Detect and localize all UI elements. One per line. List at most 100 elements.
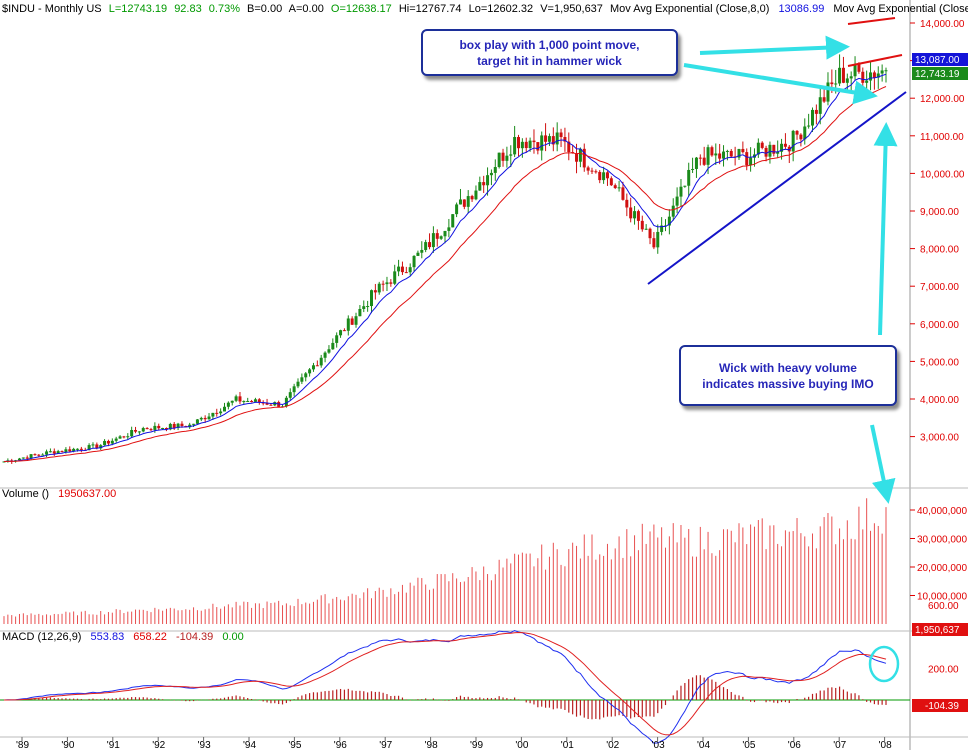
candle-body — [172, 423, 176, 428]
candle-body — [265, 403, 269, 405]
candle-body — [636, 211, 640, 221]
candle-body — [648, 228, 652, 239]
candle-body — [737, 148, 741, 158]
candle-body — [33, 454, 37, 456]
candle-body — [230, 400, 234, 403]
candle-body — [424, 242, 428, 250]
volume-axis: 40,000,000 30,000,000 20,000,000 10,000,000 — [910, 506, 967, 603]
box-play-line-1: box play with 1,000 point move, — [459, 38, 640, 52]
candle-body — [37, 454, 41, 456]
candle-body — [400, 266, 404, 273]
price-tick-label: 8,000.00 — [920, 245, 959, 256]
candle-body — [315, 365, 319, 367]
low-value: Lo=12602.32 — [469, 3, 534, 15]
candle-body — [486, 175, 490, 186]
candle-body — [884, 70, 888, 72]
candle-body — [795, 130, 799, 135]
volume-panel-label: Volume () — [2, 488, 49, 500]
macd-cross-circle — [868, 645, 900, 683]
last-price: L=12743.19 — [109, 3, 167, 15]
year-tick-label: '01 — [561, 740, 574, 750]
candle-body — [493, 166, 497, 173]
candle-body — [590, 170, 594, 172]
candle-body — [373, 290, 377, 293]
candle-body — [284, 397, 288, 407]
candle-body — [811, 109, 814, 126]
macd-line — [3, 630, 887, 744]
signal-value: 658.22 — [133, 631, 167, 643]
candle-body — [613, 185, 617, 189]
candle-body — [122, 436, 126, 438]
candle-body — [458, 199, 462, 205]
candle-body — [296, 381, 300, 387]
time-axis: '89 '90 '91 '92 '93 '94 '95 '96 '97 '98 '99 '00 '01 '… — [16, 737, 892, 750]
year-tick-label: '08 — [879, 740, 892, 750]
last-price-tag-box — [912, 67, 968, 80]
box-play-callout: box play with 1,000 point move, target h… — [421, 29, 678, 76]
candle-body — [644, 228, 648, 230]
volume-tag: 1,950,637 — [915, 625, 960, 636]
candle-body — [567, 141, 571, 153]
candle-body — [323, 352, 327, 358]
candle-body — [478, 182, 482, 191]
support-trendline — [647, 91, 907, 285]
candle-body — [192, 423, 196, 425]
candle-body — [238, 396, 242, 402]
volume-value: V=1,950,637 — [540, 3, 603, 15]
wick-line-2: indicates massive buying IMO — [702, 377, 874, 391]
year-tick-label: '96 — [334, 740, 347, 750]
box-top-line — [847, 17, 896, 25]
candle-body — [288, 392, 292, 398]
year-tick-label: '91 — [107, 740, 120, 750]
volume-tick-label: 10,000,000 — [917, 592, 967, 603]
candle-body — [203, 417, 207, 420]
candle-body — [385, 282, 389, 285]
candle-body — [528, 140, 532, 149]
candle-body — [880, 70, 884, 74]
candle-body — [292, 386, 296, 393]
candle-body — [803, 126, 807, 140]
candle-body — [834, 83, 838, 85]
candle-body — [749, 157, 753, 166]
candle-body — [807, 125, 811, 127]
volume-tick-label: 30,000,000 — [917, 535, 967, 546]
candle-body — [199, 417, 203, 420]
candle-body — [64, 449, 68, 452]
candle-body — [536, 142, 540, 151]
candle-body — [544, 135, 548, 142]
candle-body — [629, 207, 633, 219]
price-candles — [2, 54, 888, 464]
candle-body — [710, 147, 714, 156]
candle-body — [447, 227, 451, 231]
price-axis: 14,000.0013,000.0012,000.0011,000.0010,0… — [910, 19, 965, 444]
candle-body — [362, 306, 366, 309]
candle-body — [598, 171, 602, 181]
candle-body — [346, 318, 350, 331]
candle-body — [865, 80, 869, 83]
candle-body — [694, 157, 698, 169]
candle-body — [683, 185, 687, 187]
year-tick-label: '02 — [606, 740, 619, 750]
price-tick-label: 11,000.00 — [920, 132, 964, 143]
candle-body — [772, 144, 776, 154]
candle-body — [706, 147, 710, 165]
candle-body — [304, 373, 308, 378]
svg-text:Volume () 1950637.00: Volume () 1950637.00 — [2, 488, 116, 500]
candle-body — [652, 238, 656, 248]
candle-body — [29, 454, 33, 459]
candle-body — [714, 153, 718, 156]
candle-body — [358, 308, 362, 317]
candle-body — [497, 152, 501, 167]
svg-text:MACD (12,26,9) 553.83: MACD (12,26,9) 553.83 658.22 -104.39 0.0… — [2, 631, 244, 643]
candle-body — [466, 196, 470, 207]
candle-body — [195, 419, 199, 424]
candle-body — [354, 316, 358, 325]
candle-body — [397, 266, 401, 272]
candle-body — [87, 445, 91, 451]
candle-body — [513, 137, 517, 155]
candle-body — [671, 205, 675, 217]
macd-value: 553.83 — [91, 631, 125, 643]
candle-body — [443, 230, 447, 237]
candle-body — [393, 271, 397, 284]
candle-body — [145, 428, 149, 430]
